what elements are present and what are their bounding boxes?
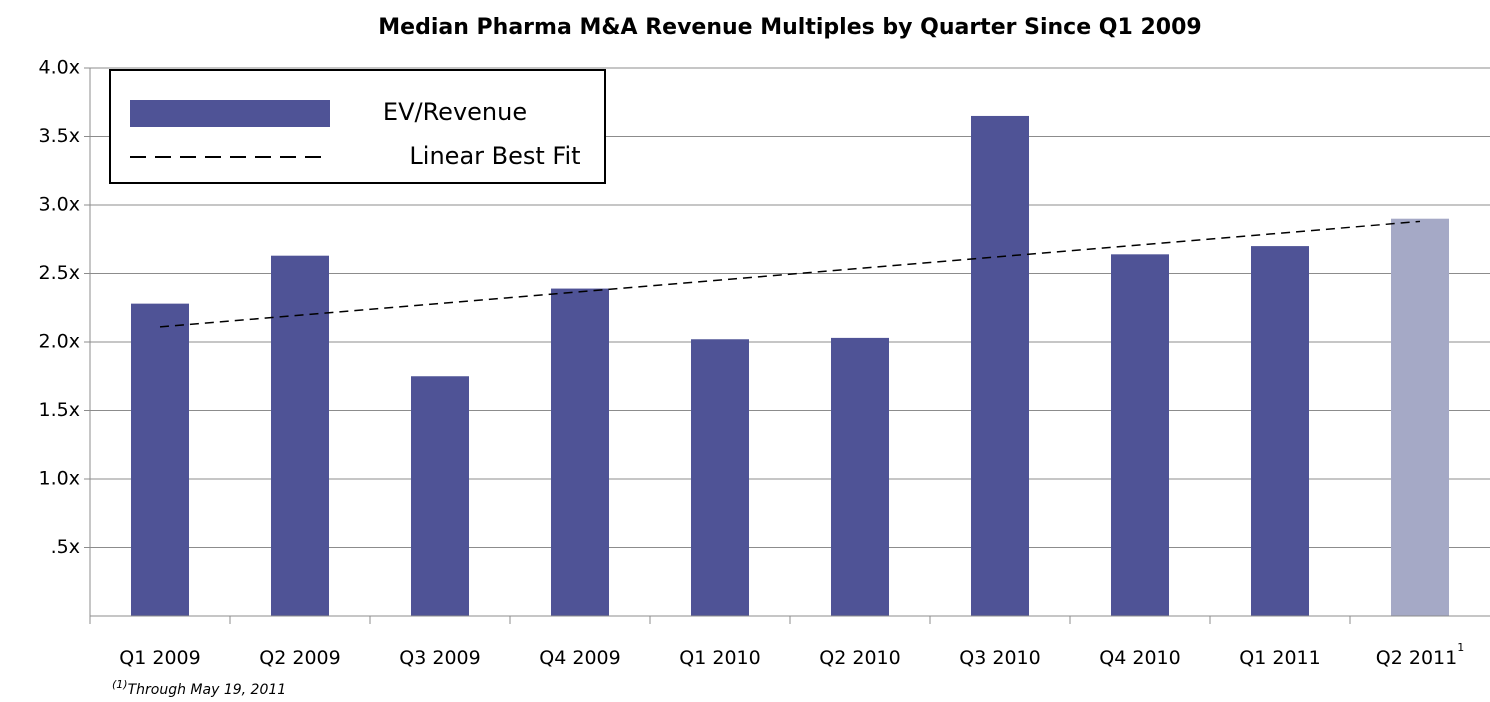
- x-tick-text: Q4 2010: [1099, 647, 1180, 669]
- legend-swatch: [130, 100, 330, 127]
- x-tick-label: Q2 20111: [1376, 641, 1464, 669]
- bar: [411, 376, 469, 616]
- x-tick-label: Q3 2009: [399, 647, 480, 669]
- y-tick-label: 1.5x: [39, 399, 80, 421]
- bar: [1251, 246, 1309, 616]
- bar: [271, 255, 329, 616]
- x-tick-label: Q1 2010: [679, 647, 760, 669]
- y-tick-label: .5x: [51, 536, 80, 558]
- y-tick-label: 2.0x: [39, 331, 80, 353]
- x-tick-text: Q1 2010: [679, 647, 760, 669]
- x-tick-note: 1: [1457, 641, 1464, 654]
- x-tick-text: Q1 2011: [1239, 647, 1320, 669]
- legend-label: Linear Best Fit: [409, 142, 580, 170]
- x-tick-text: Q2 2009: [259, 647, 340, 669]
- bar: [971, 115, 1029, 616]
- x-tick-text: Q2 2011: [1376, 647, 1457, 669]
- y-tick-label: 4.0x: [39, 57, 80, 79]
- bar: [131, 303, 189, 616]
- chart-title: Median Pharma M&A Revenue Multiples by Q…: [378, 15, 1201, 40]
- legend-label: EV/Revenue: [383, 98, 527, 126]
- x-tick-text: Q1 2009: [119, 647, 200, 669]
- x-tick-text: Q4 2009: [539, 647, 620, 669]
- x-tick-text: Q3 2009: [399, 647, 480, 669]
- x-tick-label: Q2 2009: [259, 647, 340, 669]
- bar: [551, 288, 609, 616]
- x-tick-label: Q3 2010: [959, 647, 1040, 669]
- trendline: [159, 220, 1421, 328]
- y-tick-label: 3.5x: [39, 125, 80, 147]
- y-tick-label: 2.5x: [39, 262, 80, 284]
- x-tick-label: Q4 2009: [539, 647, 620, 669]
- footnote: (1)Through May 19, 2011: [112, 678, 286, 698]
- x-tick-text: Q2 2010: [819, 647, 900, 669]
- y-tick-label: 3.0x: [39, 194, 80, 216]
- footnote-text: Through May 19, 2011: [128, 682, 287, 698]
- x-tick-label: Q4 2010: [1099, 647, 1180, 669]
- bar: [1111, 254, 1169, 616]
- bar: [691, 339, 749, 616]
- bar: [831, 337, 889, 616]
- footnote-marker: (1): [112, 678, 128, 691]
- y-tick-label: 1.0x: [39, 468, 80, 490]
- bar: [1391, 218, 1449, 616]
- x-tick-text: Q3 2010: [959, 647, 1040, 669]
- x-tick-label: Q2 2010: [819, 647, 900, 669]
- x-tick-label: Q1 2009: [119, 647, 200, 669]
- x-tick-label: Q1 2011: [1239, 647, 1320, 669]
